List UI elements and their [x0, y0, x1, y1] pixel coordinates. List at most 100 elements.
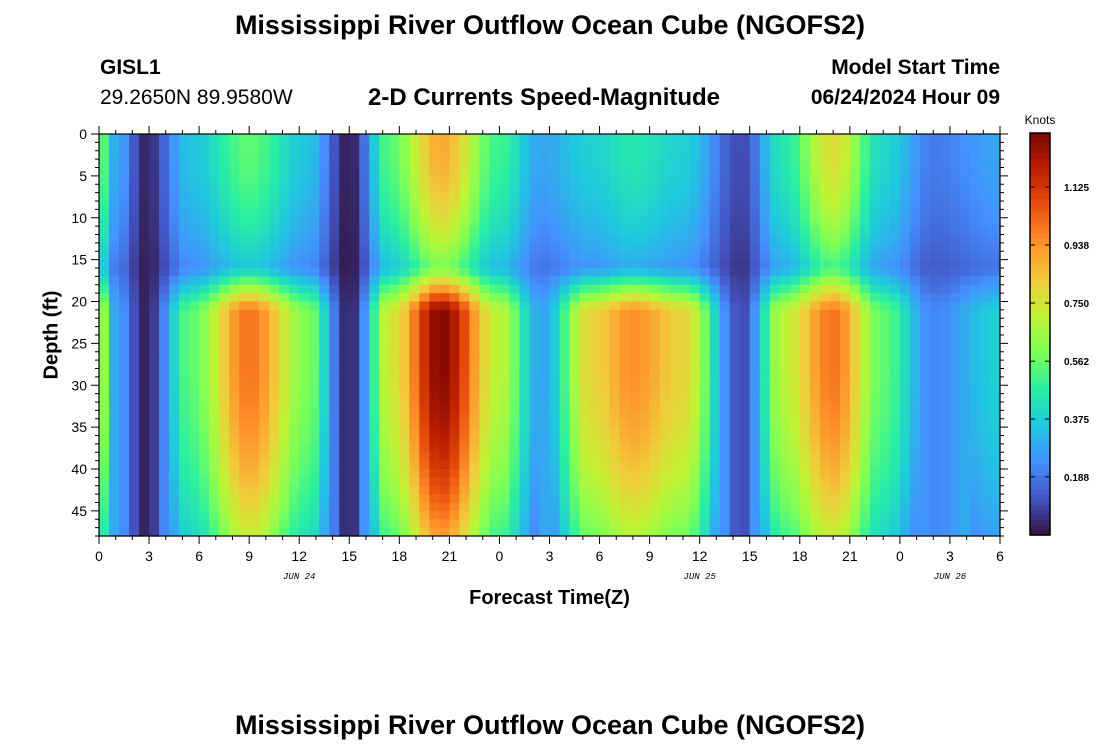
heatmap-cell [689, 209, 701, 219]
heatmap-cell [939, 360, 951, 370]
heatmap-cell [609, 418, 621, 428]
heatmap-cell [839, 301, 851, 311]
heatmap-cell [139, 276, 150, 286]
heatmap-cell [99, 385, 110, 395]
colorbar-segment [1030, 138, 1050, 144]
heatmap-cell [659, 326, 671, 336]
heatmap-cell [219, 159, 230, 169]
heatmap-cell [789, 494, 801, 504]
heatmap-cell [279, 435, 290, 445]
heatmap-cell [859, 393, 871, 403]
heatmap-cell [439, 477, 450, 487]
heatmap-cell [259, 217, 270, 227]
heatmap-cell [359, 242, 370, 252]
heatmap-cell [549, 242, 561, 252]
heatmap-cell [379, 527, 390, 537]
heatmap-cell [579, 276, 591, 286]
heatmap-cell [969, 402, 981, 411]
heatmap-cell [529, 217, 541, 227]
heatmap-cell [429, 167, 440, 177]
heatmap-cell [429, 134, 440, 143]
heatmap-cell [269, 326, 280, 336]
heatmap-cell [879, 309, 891, 319]
heatmap-cell [549, 309, 561, 319]
heatmap-cell [929, 167, 941, 177]
heatmap-cell [139, 217, 150, 227]
heatmap-cell [989, 427, 1001, 437]
heatmap-cell [119, 150, 130, 160]
heatmap-cell [499, 460, 511, 470]
heatmap-cell [499, 502, 511, 512]
heatmap-cell [919, 376, 931, 386]
heatmap-cell [749, 427, 761, 437]
heatmap-cell [289, 184, 300, 194]
heatmap-cell [389, 293, 400, 303]
heatmap-cell [439, 427, 450, 437]
heatmap-cell [809, 242, 821, 252]
heatmap-cell [239, 209, 250, 219]
heatmap-cell [149, 259, 160, 269]
heatmap-cell [259, 175, 270, 185]
heatmap-cell [299, 335, 310, 344]
heatmap-cell [329, 385, 340, 395]
heatmap-cell [539, 209, 551, 219]
heatmap-cell [309, 502, 320, 512]
heatmap-cell [269, 159, 280, 169]
heatmap-cell [699, 301, 711, 311]
heatmap-cell [819, 318, 831, 328]
heatmap-cell [979, 150, 991, 160]
heatmap-cell [539, 184, 551, 194]
heatmap-cell [349, 226, 360, 236]
heatmap-cell [109, 259, 120, 269]
heatmap-cell [579, 418, 591, 428]
heatmap-cell [679, 460, 691, 470]
heatmap-cell [819, 510, 831, 520]
heatmap-cell [839, 226, 851, 236]
heatmap-cell [859, 276, 871, 286]
heatmap-cell [579, 469, 591, 478]
heatmap-cell [349, 418, 360, 428]
heatmap-cell [109, 318, 120, 328]
heatmap-cell [469, 259, 481, 269]
heatmap-cell [729, 201, 741, 210]
heatmap-cell [559, 435, 571, 445]
heatmap-cell [189, 485, 200, 495]
heatmap-cell [119, 368, 130, 378]
heatmap-cell [299, 268, 310, 277]
heatmap-cell [449, 519, 460, 529]
heatmap-cell [649, 268, 661, 277]
heatmap-cell [679, 427, 691, 437]
heatmap-cell [319, 293, 330, 303]
heatmap-cell [299, 217, 310, 227]
heatmap-cell [419, 209, 430, 219]
heatmap-cell [569, 276, 581, 286]
heatmap-cell [289, 318, 300, 328]
heatmap-cell [239, 385, 250, 395]
heatmap-cell [479, 435, 491, 445]
heatmap-cell [599, 142, 611, 152]
heatmap-cell [189, 209, 200, 219]
heatmap-cell [529, 435, 541, 445]
heatmap-cell [229, 226, 240, 236]
heatmap-cell [299, 343, 310, 353]
heatmap-cell [969, 209, 981, 219]
heatmap-cell [259, 259, 270, 269]
heatmap-cell [119, 259, 130, 269]
heatmap-cell [109, 527, 120, 537]
heatmap-cell [559, 443, 571, 453]
heatmap-cell [799, 326, 811, 336]
heatmap-cell [399, 150, 410, 160]
heatmap-cell [929, 226, 941, 236]
heatmap-cell [869, 385, 881, 395]
heatmap-cell [339, 159, 350, 169]
heatmap-cell [209, 159, 220, 169]
heatmap-cell [959, 284, 971, 294]
heatmap-cell [339, 368, 350, 378]
heatmap-cell [569, 494, 581, 504]
heatmap-cell [789, 284, 801, 294]
heatmap-cell [269, 167, 280, 177]
heatmap-cell [989, 318, 1001, 328]
heatmap-cell [899, 167, 911, 177]
heatmap-cell [669, 527, 681, 537]
heatmap-cell [499, 134, 511, 143]
